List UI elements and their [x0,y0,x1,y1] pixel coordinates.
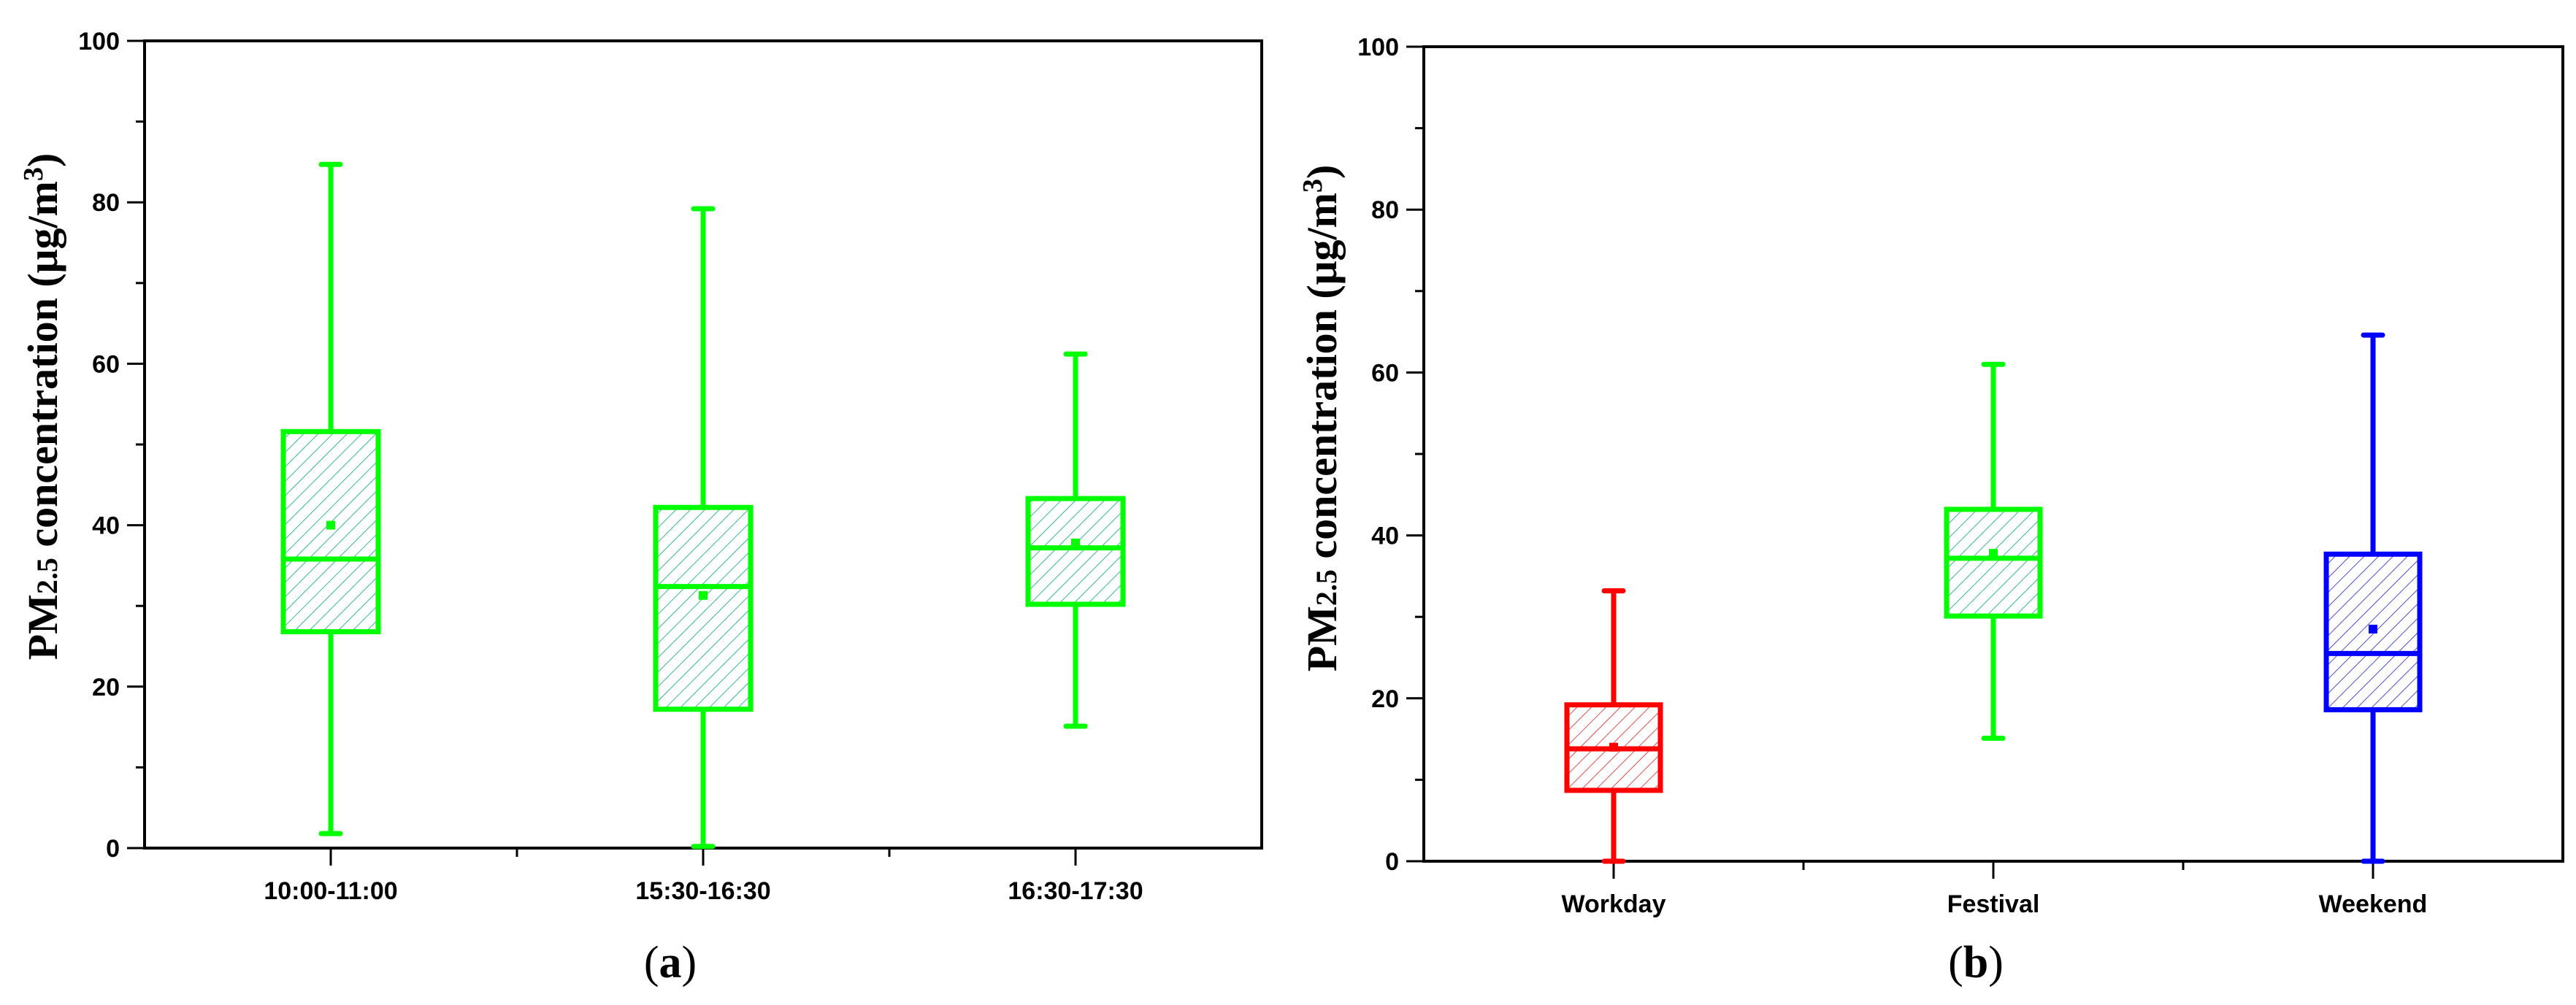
mean-marker [326,520,335,530]
mean-marker [699,590,708,600]
y-tick-label: 80 [1371,196,1399,224]
panel-b: PM2.5 concentration (μg/m3) (b) 0 20 40 60 8… [1297,34,2564,987]
box-iqr [280,428,381,635]
panel-a: PM2.5 concentration (μg/m3) (a) 0 20 40 60 8… [18,28,1263,987]
x-tick-label: Festival [1947,890,2040,918]
y-tick-label: 0 [106,835,120,863]
y-tick-label: 40 [92,512,120,540]
x-tick-label: 15:30-16:30 [635,877,770,905]
y-tick-label: 20 [92,674,120,701]
x-tick-label: Workday [1562,890,1666,918]
box-iqr [1025,496,1126,607]
y-tick-label: 40 [1371,523,1399,550]
mean-marker [1989,549,1998,558]
x-tick-label: 10:00-11:00 [264,877,397,905]
box-Weekend [2323,332,2423,864]
box-Festival [1944,361,2043,741]
y-tick-label: 100 [1357,34,1399,61]
panel-label-b: (b) [1948,938,2004,987]
box-iqr [1944,507,2043,619]
mean-marker [1609,742,1618,752]
y-axis-label-b: PM2.5 concentration (μg/m3) [1297,165,1346,672]
box-10:00-11:00 [280,161,381,836]
y-tick-label: 20 [1371,685,1399,713]
y-tick-label: 60 [1371,359,1399,387]
y-axis-label-a: PM2.5 concentration (μg/m3) [18,153,66,661]
mean-marker [2369,624,2377,634]
x-tick-label: 16:30-17:30 [1008,877,1143,905]
box-iqr [653,504,754,712]
box-16:30-17:30 [1025,351,1126,729]
panel-label-a: (a) [644,938,697,987]
y-tick-label: 60 [92,350,120,378]
y-tick-label: 80 [92,189,120,217]
box-Workday [1564,588,1663,864]
x-tick-label: Weekend [2319,890,2428,918]
y-tick-label: 0 [1385,848,1399,876]
mean-marker [1071,538,1080,547]
y-tick-label: 100 [78,28,120,55]
box-15:30-16:30 [653,206,754,850]
